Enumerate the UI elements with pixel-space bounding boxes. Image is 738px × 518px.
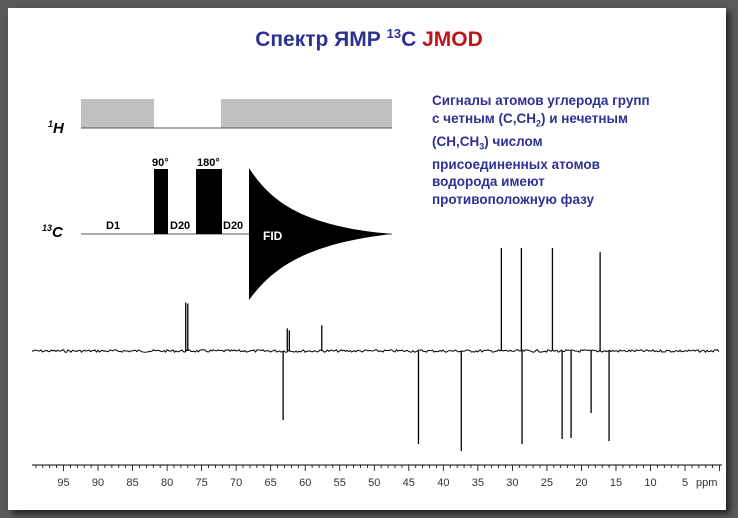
fid-shape <box>249 168 392 300</box>
tick-label: 45 <box>403 477 415 489</box>
desc-line: с четным (С,СН2) и нечетным <box>432 110 629 129</box>
desc-line: водорода имеют <box>432 174 545 190</box>
page-title: Спектр ЯМР 13С JMOD <box>0 26 738 52</box>
spectrum-peaks <box>185 248 610 451</box>
pulse-180 <box>196 169 222 234</box>
tick-label: 90 <box>92 477 104 489</box>
tick-label: 50 <box>368 477 380 489</box>
tick-label: 95 <box>57 477 69 489</box>
tick-label: 5 <box>682 477 688 489</box>
x-axis-labels: 95 90 85 80 75 70 65 60 55 50 45 40 35 30 25 20 15 10 5 ppm <box>57 477 717 489</box>
tick-label: 60 <box>299 477 311 489</box>
tick-label: 15 <box>610 477 622 489</box>
pulse-90 <box>154 169 168 234</box>
d20-label-1: D20 <box>170 220 190 232</box>
d20-label-2: D20 <box>223 220 243 232</box>
pulse-180-label: 180° <box>197 157 220 169</box>
title-mode: JMOD <box>422 28 483 51</box>
unit-label: ppm <box>696 477 717 489</box>
desc-line: (СН,СН3) числом <box>432 133 543 152</box>
desc-line: присоединенных атомов <box>432 156 600 172</box>
tick-label: 25 <box>541 477 553 489</box>
spectrum-baseline <box>31 348 720 354</box>
tick-label: 55 <box>334 477 346 489</box>
decoupler-block-2 <box>221 99 392 128</box>
pulse-90-label: 90° <box>152 157 169 169</box>
desc-line: Сигналы атомов углерода групп <box>432 93 650 108</box>
title-isotope: 13 <box>386 26 402 41</box>
decoupler-block-1 <box>81 99 154 128</box>
tick-label: 85 <box>126 477 138 489</box>
c-channel-label: 13C <box>42 223 64 241</box>
tick-label: 75 <box>195 477 207 489</box>
tick-label: 70 <box>230 477 242 489</box>
tick-label: 40 <box>437 477 449 489</box>
slide <box>8 8 726 510</box>
tick-label: 65 <box>265 477 277 489</box>
title-element: С <box>401 28 417 51</box>
tick-label: 30 <box>506 477 518 489</box>
tick-label: 80 <box>161 477 173 489</box>
tick-label: 10 <box>644 477 656 489</box>
tick-label: 20 <box>575 477 587 489</box>
desc-line: противоположную фазу <box>432 191 594 207</box>
x-axis-ticks <box>35 465 720 471</box>
h-channel-label: 1H <box>48 119 65 137</box>
description-text: Сигналы атомов углерода групп с четным (… <box>432 92 692 208</box>
fid-label: FID <box>263 229 283 243</box>
title-main: Спектр ЯМР <box>255 28 381 51</box>
tick-label: 35 <box>472 477 484 489</box>
baseline-trace <box>31 348 720 354</box>
d1-label: D1 <box>106 220 120 232</box>
